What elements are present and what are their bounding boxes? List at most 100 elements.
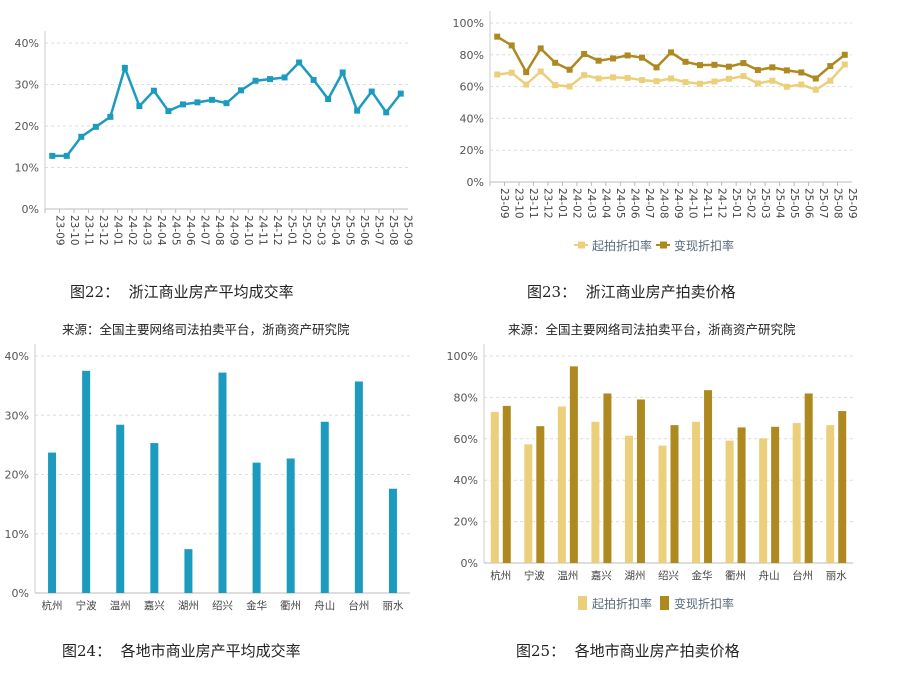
x-tick-label: 温州 [557,570,578,582]
x-tick-label: 25-09 [846,188,858,219]
data-point [725,75,732,82]
legend-marker [660,241,667,249]
data-point [595,75,602,82]
x-tick-label: 25-09 [402,215,414,246]
bar [838,411,847,563]
x-tick-label: 23-09 [498,188,510,219]
y-tick-label: 40% [460,112,484,125]
x-tick-label: 湖州 [178,600,199,612]
x-tick-label: 嘉兴 [591,569,612,582]
x-tick-label: 23-10 [68,215,80,246]
data-point [354,107,361,114]
data-point [49,152,56,159]
x-tick-label: 23-12 [542,188,554,219]
y-tick-label: 20% [454,516,478,529]
y-tick-label: 20% [460,144,484,157]
data-point [165,108,172,115]
legend-label: 变现折扣率 [674,238,734,253]
bar [658,445,667,563]
data-point [682,58,689,65]
figure-23-source: 来源：全国主要网络司法拍卖平台，浙商资产研究院 [508,322,796,337]
x-tick-label: 24-12 [715,188,727,219]
data-point [523,69,530,76]
x-tick-label: 台州 [348,599,369,612]
legend-label: 起拍折扣率 [592,238,652,253]
x-tick-label: 24-11 [701,188,713,219]
x-tick-label: 25-07 [373,215,385,246]
x-tick-label: 24-10 [686,188,698,219]
data-point [783,83,790,90]
x-tick-label: 23-10 [513,188,525,219]
bar [536,426,545,563]
data-point [827,63,834,70]
bar [591,421,600,563]
bar [184,549,193,593]
x-tick-label: 25-02 [744,188,756,219]
x-tick-label: 24-03 [585,188,597,219]
chart-3: 0% 10% 20% 30% 40% 杭州 宁波 温州 嘉兴 湖州 绍兴 金华 衢州 舟山 台州 丽水 [5,344,410,612]
bar [725,440,734,563]
y-tick-label: 60% [460,81,484,94]
y-tick-label: 0% [461,557,478,570]
bar [737,427,746,563]
x-tick-label: 25-05 [344,215,356,246]
x-tick-label: 25-04 [773,188,785,219]
x-tick-label: 丽水 [382,600,403,612]
x-tick-label: 台州 [792,569,813,582]
x-tick-label: 24-11 [257,215,269,246]
data-point [397,90,404,97]
data-point [566,66,573,73]
x-tick-label: 24-07 [643,188,655,219]
x-tick-label: 25-01 [730,188,742,219]
data-point [841,51,848,58]
bar [150,443,159,593]
data-point [740,60,747,67]
data-point [610,74,617,81]
bar [388,488,397,593]
data-point [841,61,848,68]
bar [502,405,511,563]
data-point [523,81,530,88]
data-point [136,103,143,110]
x-tick-label: 24-03 [140,215,152,246]
x-tick-label: 24-12 [271,215,283,246]
y-tick-label: 30% [5,409,29,422]
x-tick-label: 宁波 [524,569,545,582]
figure-22-caption: 图22： 浙江商业房产平均成交率 [70,283,294,301]
figure-24-caption: 图24： 各地市商业房产平均成交率 [62,642,301,660]
x-tick-label: 24-08 [213,215,225,246]
legend-label: 起拍折扣率 [592,596,652,611]
chart-1: 0%10%20%30%40%23-09 23-10 23-11 23-12 24-01 2… [15,31,414,246]
data-point [783,67,790,74]
bar [524,444,533,563]
x-tick-label: 宁波 [76,599,97,612]
x-tick-label: 25-03 [759,188,771,219]
data-point [537,68,544,75]
y-tick-label: 100% [453,17,484,30]
y-tick-label: 40% [5,350,29,363]
x-tick-label: 丽水 [826,570,847,582]
data-point [668,75,674,82]
y-tick-label: 10% [5,528,29,541]
chart-4: 0% 20% 40% 60% 80% 100% 杭州 宁波 温州 嘉兴 湖州 绍兴 金华 衢州 舟山 台州 丽水… [447,344,853,611]
legend-marker [578,241,585,249]
data-point [639,77,646,84]
data-point [339,69,346,76]
data-point [310,76,317,83]
x-tick-label: 23-09 [53,215,65,246]
data-point [653,78,660,85]
x-tick-label: 湖州 [624,570,645,582]
x-tick-label: 24-04 [155,215,167,246]
legend-swatch [660,596,669,610]
data-point [769,64,776,71]
bar [48,452,57,593]
x-tick-label: 24-02 [571,188,583,219]
bar [218,372,227,593]
x-tick-label: 25-01 [286,215,298,246]
data-point [581,51,588,58]
bar [116,424,125,593]
x-tick-label: 金华 [692,569,713,582]
y-tick-label: 80% [460,49,484,62]
x-tick-label: 24-08 [658,188,670,219]
x-tick-label: 金华 [246,599,267,612]
